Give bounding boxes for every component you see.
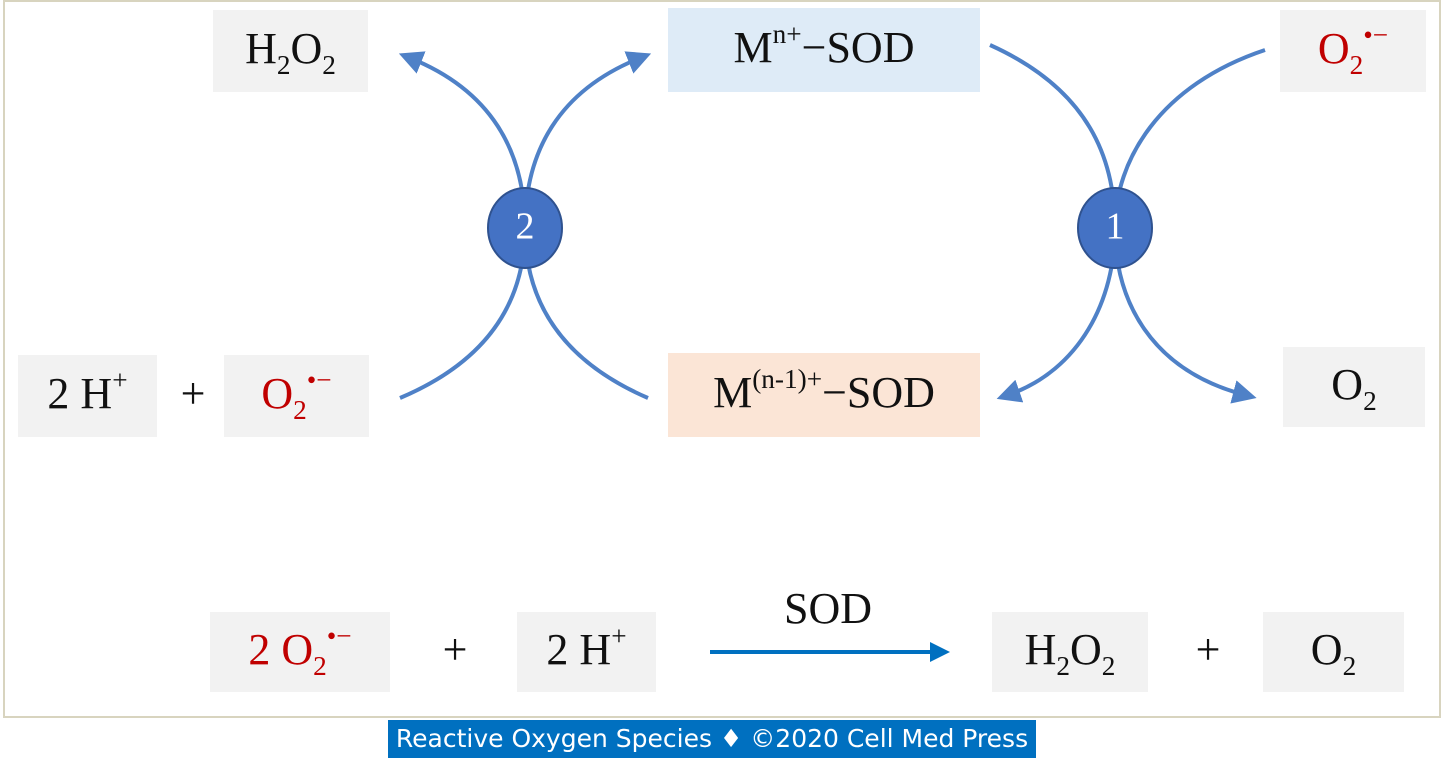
superscript: + (112, 365, 127, 395)
superscript: •− (1363, 20, 1388, 50)
step-circle (1077, 187, 1153, 269)
formula-part: H (1025, 625, 1057, 674)
formula: O2•− (1318, 20, 1388, 80)
formula: Mn+−SOD (734, 19, 915, 72)
box (517, 612, 656, 692)
formula: 2 H+ (47, 365, 127, 418)
formula: O2 (1311, 625, 1356, 681)
footer: Reactive Oxygen Species ♦ ©2020 Cell Med… (396, 724, 1028, 753)
superscript: •− (307, 365, 332, 395)
box (210, 612, 390, 692)
subscript: 2 (277, 50, 291, 80)
formula: + (443, 625, 468, 674)
box (1280, 10, 1426, 92)
box (224, 355, 369, 437)
formula-part: O (1311, 625, 1343, 674)
formula: M(n-1)+−SOD (713, 364, 935, 417)
formula: H2O2 (1025, 625, 1116, 681)
step-number: 2 (516, 206, 535, 248)
box (1263, 612, 1404, 692)
formula-part: + (443, 625, 468, 674)
formula: + (1196, 625, 1221, 674)
formula: H2O2 (245, 24, 336, 80)
formula-part: O (261, 369, 293, 418)
formula-part: −SOD (802, 23, 915, 72)
subscript: 2 (1056, 651, 1070, 681)
box (992, 612, 1148, 692)
step-circle (487, 187, 563, 269)
formula-part: 2 H (47, 369, 112, 418)
formula-part: M (734, 23, 773, 72)
formula-part: M (713, 368, 752, 417)
formula-part: O (291, 24, 323, 73)
subscript: 2 (1363, 386, 1377, 416)
formula: 2 O2•− (248, 621, 351, 681)
subscript: 2 (293, 395, 307, 425)
subscript: 2 (1350, 50, 1364, 80)
formula-part: O (1331, 360, 1363, 409)
formula: + (181, 369, 206, 418)
catalyst: SOD (784, 584, 872, 633)
superscript: n+ (773, 19, 802, 49)
subscript: 2 (1343, 651, 1357, 681)
formula-part: −SOD (822, 368, 935, 417)
box (18, 355, 157, 437)
footer-bg (388, 720, 1036, 758)
subscript: 2 (1102, 651, 1116, 681)
subscript: 2 (322, 50, 336, 80)
formula-part: + (181, 369, 206, 418)
box (213, 10, 368, 92)
superscript: •− (327, 621, 352, 651)
step-number: 1 (1106, 206, 1125, 248)
formula: 2 H+ (546, 621, 626, 674)
formula-part: + (1196, 625, 1221, 674)
formula-part: H (245, 24, 277, 73)
box (668, 353, 980, 437)
superscript: + (611, 621, 626, 651)
formula: O2 (1331, 360, 1376, 416)
subscript: 2 (313, 651, 327, 681)
box (668, 8, 980, 92)
box (1283, 347, 1425, 427)
formula-part: O (1318, 24, 1350, 73)
formula-part: 2 H (546, 625, 611, 674)
formula: O2•− (261, 365, 331, 425)
superscript: (n-1)+ (752, 364, 822, 394)
formula-part: O (1070, 625, 1102, 674)
formula-part: 2 O (248, 625, 313, 674)
